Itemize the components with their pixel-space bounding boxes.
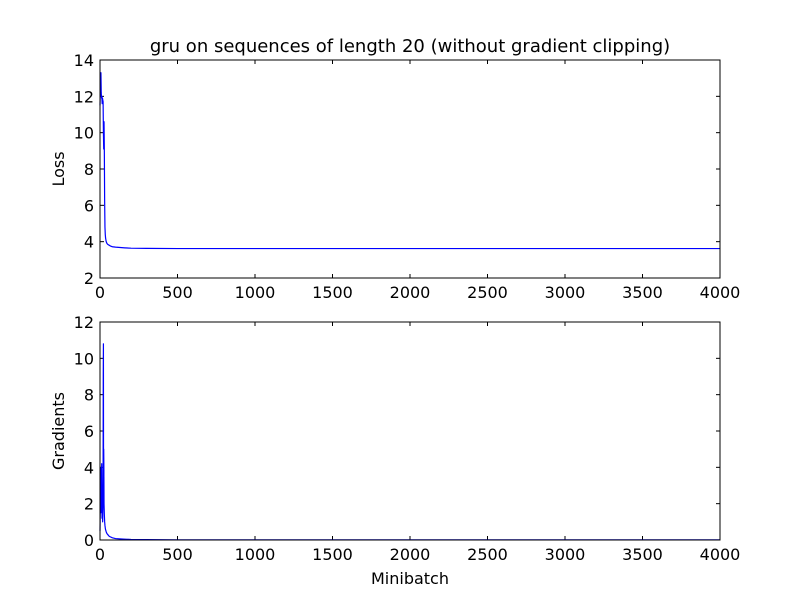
loss-y-tick-label: 2: [84, 269, 94, 288]
gradients-x-tick-label: 4000: [700, 545, 741, 564]
loss-y-tick-label: 12: [74, 87, 94, 106]
gradients-y-tick-label: 0: [84, 531, 94, 550]
loss-x-tick-label: 500: [162, 283, 193, 302]
gradients-series-line: [99, 343, 720, 541]
gradients-y-tick-label: 10: [74, 349, 94, 368]
gradients-x-tick-label: 2500: [467, 545, 508, 564]
gradients-x-tick-label: 2000: [390, 545, 431, 564]
loss-y-tick-label: 4: [84, 233, 94, 252]
gradients-y-tick-label: 12: [74, 313, 94, 332]
loss-x-tick-label: 4000: [700, 283, 741, 302]
loss-plot: 0 500 1000 1500 2000 2500 3000 3500 4000 2 4 6 8 10 12…: [49, 51, 740, 302]
gradients-y-tick-label: 2: [84, 495, 94, 514]
gradients-x-tick-label: 3500: [622, 545, 663, 564]
loss-x-tick-label: 0: [95, 283, 105, 302]
loss-series-line: [99, 72, 720, 250]
loss-x-tick-label: 1500: [312, 283, 353, 302]
loss-plot-frame: [99, 59, 721, 279]
gradients-plot-frame: [99, 321, 721, 541]
gradients-y-tick-label: 8: [84, 386, 94, 405]
gradients-y-axis-label: Gradients: [49, 392, 68, 470]
x-axis-label: Minibatch: [371, 569, 449, 588]
loss-y-tick-label: 6: [84, 196, 94, 215]
loss-y-tick-label: 10: [74, 124, 94, 143]
chart-title: gru on sequences of length 20 (without g…: [150, 36, 670, 57]
loss-x-tick-label: 1000: [235, 283, 276, 302]
loss-x-tick-label: 3500: [622, 283, 663, 302]
loss-y-tick-label: 14: [74, 51, 94, 70]
gradients-x-tick-label: 500: [162, 545, 193, 564]
gradients-x-tick-label: 3000: [545, 545, 586, 564]
loss-x-tick-label: 3000: [545, 283, 586, 302]
loss-x-tick-label: 2500: [467, 283, 508, 302]
loss-y-tick-label: 8: [84, 160, 94, 179]
gradients-x-tick-label: 1000: [235, 545, 276, 564]
gradients-x-tick-label: 1500: [312, 545, 353, 564]
loss-y-axis-label: Loss: [49, 151, 68, 186]
gradients-y-tick-label: 4: [84, 458, 94, 477]
gradients-plot: 0 500 1000 1500 2000 2500 3000 3500 4000 0 2 4 6 8 10 1…: [49, 313, 740, 588]
loss-x-tick-label: 2000: [390, 283, 431, 302]
gradients-x-tick-label: 0: [95, 545, 105, 564]
gradients-y-tick-label: 6: [84, 422, 94, 441]
